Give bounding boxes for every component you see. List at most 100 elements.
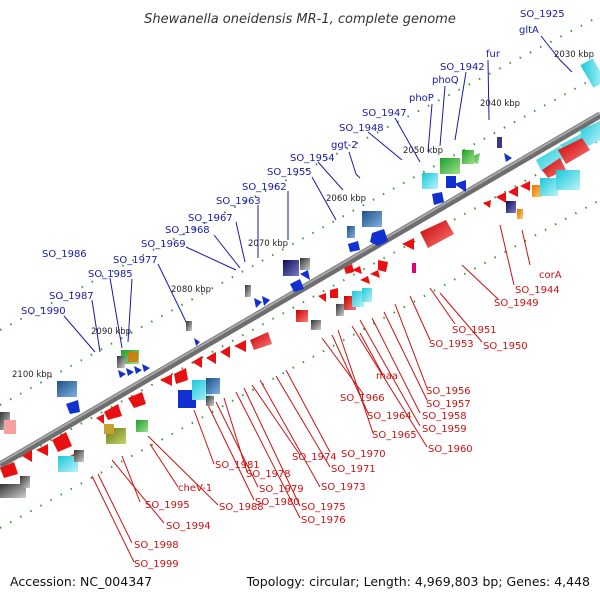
gene-arrow <box>134 366 142 374</box>
gene-arrow <box>22 450 32 462</box>
gene-feature <box>186 321 192 331</box>
gene-feature <box>20 476 30 488</box>
gene-feature <box>58 456 78 472</box>
gene-feature <box>117 356 125 368</box>
forward-gene-features <box>0 58 600 434</box>
scale-label: 2070 kbp <box>248 239 288 249</box>
gene-feature <box>506 201 516 213</box>
gene-label: SO_1970 <box>341 449 386 460</box>
gene-arrow <box>192 356 202 368</box>
gene-feature <box>206 378 220 394</box>
gene-label: SO_1994 <box>166 521 211 532</box>
gene-feature <box>446 176 456 188</box>
gene-arrow <box>36 444 48 456</box>
gene-feature <box>4 420 16 434</box>
gene-arrow <box>220 346 230 358</box>
gene-label: SO_1999 <box>134 559 179 570</box>
gene-arrow <box>348 241 360 252</box>
gene-arrow <box>52 432 72 452</box>
gene-arrow <box>300 270 310 280</box>
gene-label: SO_1966 <box>340 393 385 404</box>
scale-label: 2080 kbp <box>171 285 211 295</box>
gene-label: maa <box>376 371 398 382</box>
gene-arrow <box>483 200 491 208</box>
gene-arrow <box>262 296 270 306</box>
gene-label: SO_1958 <box>422 411 467 422</box>
gene-feature <box>206 396 214 406</box>
gene-arrow <box>580 121 600 148</box>
gene-label: SO_1987 <box>49 291 94 302</box>
gene-arrow <box>96 414 104 424</box>
gene-arrow <box>370 229 388 246</box>
gene-label: SO_1976 <box>301 515 346 526</box>
reverse-gene-labels: corA SO_1944 SO_1949 SO_1951 SO_1953 SO_… <box>134 270 562 570</box>
gene-label: cheV-1 <box>178 483 212 494</box>
gene-label: SO_1951 <box>452 325 497 336</box>
gene-label: SO_1962 <box>242 182 287 193</box>
accession-text: Accession: NC_004347 <box>10 574 152 589</box>
gene-feature <box>128 352 138 362</box>
gene-arrow <box>118 370 126 378</box>
scale-label: 2090 kbp <box>91 327 131 337</box>
gene-label: SO_1985 <box>88 269 133 280</box>
gene-label: phoQ <box>432 75 459 86</box>
gene-label: SO_1959 <box>422 424 467 435</box>
gene-label: SO_1953 <box>429 339 474 350</box>
gene-arrow <box>330 288 338 298</box>
gene-arrow <box>420 220 454 248</box>
gene-label: SO_1949 <box>494 298 539 309</box>
gene-feature <box>440 158 460 174</box>
gene-feature <box>497 137 502 148</box>
gene-label: gltA <box>519 25 539 36</box>
gene-arrow <box>504 153 512 162</box>
gene-arrow <box>128 392 146 408</box>
gene-arrow <box>542 158 566 178</box>
gene-label: SO_1971 <box>331 464 376 475</box>
gene-feature <box>300 258 310 270</box>
gene-arrow <box>352 266 362 274</box>
gene-feature <box>283 260 299 276</box>
gene-label: SO_1925 <box>520 9 565 20</box>
forward-gene-labels: SO_1925 gltA fur SO_1942 phoQ phoP SO_19… <box>21 9 565 317</box>
gene-label: SO_1969 <box>141 239 186 250</box>
gene-feature <box>0 484 26 498</box>
gene-arrow <box>234 340 246 352</box>
gene-arrow <box>370 270 380 278</box>
gene-feature <box>136 420 148 432</box>
gene-label: ggt-2 <box>331 140 358 151</box>
map-title: Shewanella oneidensis MR-1, complete gen… <box>144 12 456 27</box>
gene-arrow <box>318 293 326 302</box>
gene-arrow <box>432 192 444 205</box>
gene-feature <box>57 381 77 397</box>
gene-feature <box>412 263 416 273</box>
scale-label: 2100 kbp <box>12 370 52 380</box>
gene-arrow <box>290 279 304 292</box>
gene-arrow <box>558 138 590 164</box>
gene-arrow <box>520 181 530 191</box>
gene-label: SO_1975 <box>301 502 346 513</box>
gene-label: SO_1963 <box>216 196 261 207</box>
reverse-gene-features <box>0 138 590 498</box>
gene-feature <box>422 173 438 189</box>
gene-label: SO_1950 <box>483 341 528 352</box>
gene-arrow <box>160 374 172 386</box>
gene-label: SO_1942 <box>440 62 485 73</box>
gene-feature <box>517 209 523 219</box>
gene-arrow <box>536 146 566 172</box>
gene-label: SO_1995 <box>145 500 190 511</box>
gene-label: phoP <box>409 93 434 104</box>
gene-label: SO_1948 <box>339 123 384 134</box>
gene-feature <box>347 226 355 238</box>
scale-label: 2060 kbp <box>326 194 366 204</box>
gene-arrow <box>402 238 414 250</box>
gene-label: SO_1964 <box>367 411 412 422</box>
gene-label: SO_1998 <box>134 540 179 551</box>
gene-feature <box>311 320 321 330</box>
gene-label: SO_1955 <box>267 167 312 178</box>
gene-label: SO_1965 <box>372 430 417 441</box>
forward-leader-lines <box>63 35 573 353</box>
gene-arrow <box>378 260 388 272</box>
gene-arrow <box>496 192 506 203</box>
gene-arrow <box>508 186 518 197</box>
gene-arrow <box>126 368 134 376</box>
